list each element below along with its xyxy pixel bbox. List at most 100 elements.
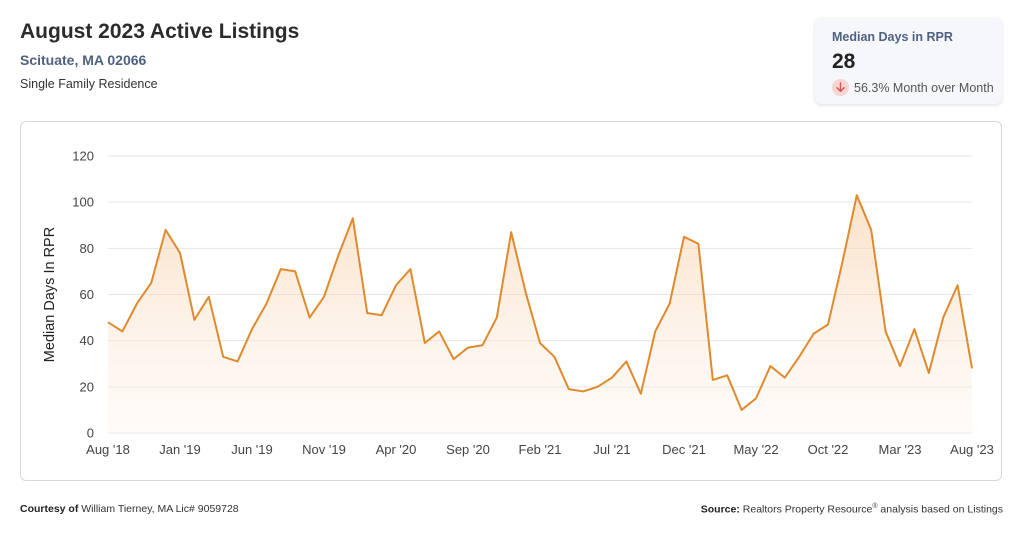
data-point xyxy=(537,340,543,346)
x-tick-label: Jul '21 xyxy=(593,442,630,457)
data-point xyxy=(163,227,169,233)
x-tick-label: May '22 xyxy=(733,442,778,457)
data-point xyxy=(105,319,111,325)
source-text: Realtors Property Resource xyxy=(742,503,873,516)
data-point xyxy=(710,377,716,383)
data-point xyxy=(494,315,500,321)
x-tick-label: Jun '19 xyxy=(231,442,273,457)
data-point xyxy=(739,407,745,413)
data-point xyxy=(911,326,917,332)
x-tick-label: Nov '19 xyxy=(302,442,346,457)
data-point xyxy=(782,375,788,381)
series-line xyxy=(107,194,973,411)
y-axis-label: Median Days In RPR xyxy=(42,227,58,362)
data-point xyxy=(307,315,313,321)
data-point xyxy=(119,328,125,334)
x-tick-label: Aug '18 xyxy=(86,442,130,457)
data-point xyxy=(148,280,154,286)
data-point xyxy=(926,370,932,376)
data-point xyxy=(177,250,183,256)
data-point xyxy=(407,266,413,272)
data-point xyxy=(451,356,457,362)
data-point xyxy=(609,375,615,381)
data-point xyxy=(335,252,341,258)
data-point xyxy=(523,289,529,295)
data-point xyxy=(292,268,298,274)
x-tick-label: Dec '21 xyxy=(662,442,706,457)
y-tick-label: 20 xyxy=(80,379,94,394)
x-tick-label: Feb '21 xyxy=(519,442,562,457)
data-point xyxy=(465,345,471,351)
data-point xyxy=(566,386,572,392)
property-type-label: Single Family Residence xyxy=(20,77,158,91)
median-days-stat-card: Median Days in RPR 28 56.3% Month over M… xyxy=(815,18,1002,104)
data-point xyxy=(811,331,817,337)
y-tick-label: 120 xyxy=(72,149,94,164)
arrow-down-icon xyxy=(832,79,849,96)
stat-change: 56.3% Month over Month xyxy=(832,79,994,96)
data-point xyxy=(422,340,428,346)
data-point xyxy=(220,354,226,360)
page-title: August 2023 Active Listings xyxy=(20,20,300,43)
source-text-suffix: analysis based on Listings xyxy=(880,503,1003,516)
data-point xyxy=(436,328,442,334)
stat-value: 28 xyxy=(832,50,856,73)
x-tick-label: Sep '20 xyxy=(446,442,490,457)
data-point xyxy=(479,342,485,348)
data-point xyxy=(508,229,514,235)
y-tick-label: 80 xyxy=(80,241,94,256)
median-days-chart: 0 20 40 60 80 100 120 Aug '18 Jan '19 Jun '19 Nov … xyxy=(42,149,994,458)
data-point xyxy=(825,322,831,328)
data-point xyxy=(883,328,889,334)
data-point xyxy=(897,363,903,369)
source-footer: Source: Realtors Property Resource® anal… xyxy=(701,503,1003,516)
courtesy-footer: Courtesy of William Tierney, MA Lic# 905… xyxy=(20,503,239,515)
y-tick-label: 0 xyxy=(87,426,94,441)
chart-card: 0 20 40 60 80 100 120 Aug '18 Jan '19 Jun '19 Nov … xyxy=(20,121,1002,481)
data-point xyxy=(796,354,802,360)
x-tick-label: Mar '23 xyxy=(879,442,922,457)
courtesy-text: William Tierney, MA Lic# 9059728 xyxy=(81,503,239,515)
data-point xyxy=(580,388,586,394)
data-point xyxy=(695,241,701,247)
y-tick-label: 100 xyxy=(72,195,94,210)
data-point xyxy=(235,358,241,364)
data-point xyxy=(753,395,759,401)
data-point xyxy=(350,215,356,221)
x-tick-label: Apr '20 xyxy=(376,442,417,457)
stat-label: Median Days in RPR xyxy=(832,30,953,44)
source-label: Source: xyxy=(700,503,740,516)
data-point xyxy=(321,294,327,300)
data-point xyxy=(667,301,673,307)
data-point xyxy=(724,372,730,378)
data-point xyxy=(595,384,601,390)
registered-mark: ® xyxy=(872,503,878,510)
y-tick-label: 60 xyxy=(80,287,94,302)
data-point xyxy=(263,301,269,307)
data-point xyxy=(969,365,975,371)
series-area xyxy=(108,195,972,433)
location-subtitle: Scituate, MA 02066 xyxy=(20,52,147,68)
data-point xyxy=(379,312,385,318)
x-tick-label: Aug '23 xyxy=(950,442,994,457)
data-point xyxy=(364,310,370,316)
data-point xyxy=(191,317,197,323)
data-point xyxy=(868,227,874,233)
data-point xyxy=(638,391,644,397)
data-point xyxy=(623,358,629,364)
data-point xyxy=(940,315,946,321)
stat-change-text: 56.3% Month over Month xyxy=(854,80,994,95)
y-tick-label: 40 xyxy=(80,333,94,348)
data-point xyxy=(278,266,284,272)
data-point xyxy=(854,192,860,198)
data-point xyxy=(652,328,658,334)
data-point xyxy=(767,363,773,369)
data-point xyxy=(839,259,845,265)
x-tick-label: Jan '19 xyxy=(159,442,201,457)
data-point xyxy=(249,326,255,332)
data-point xyxy=(551,354,557,360)
data-point xyxy=(134,301,140,307)
data-point xyxy=(681,234,687,240)
x-tick-label: Oct '22 xyxy=(808,442,849,457)
data-point xyxy=(206,294,212,300)
